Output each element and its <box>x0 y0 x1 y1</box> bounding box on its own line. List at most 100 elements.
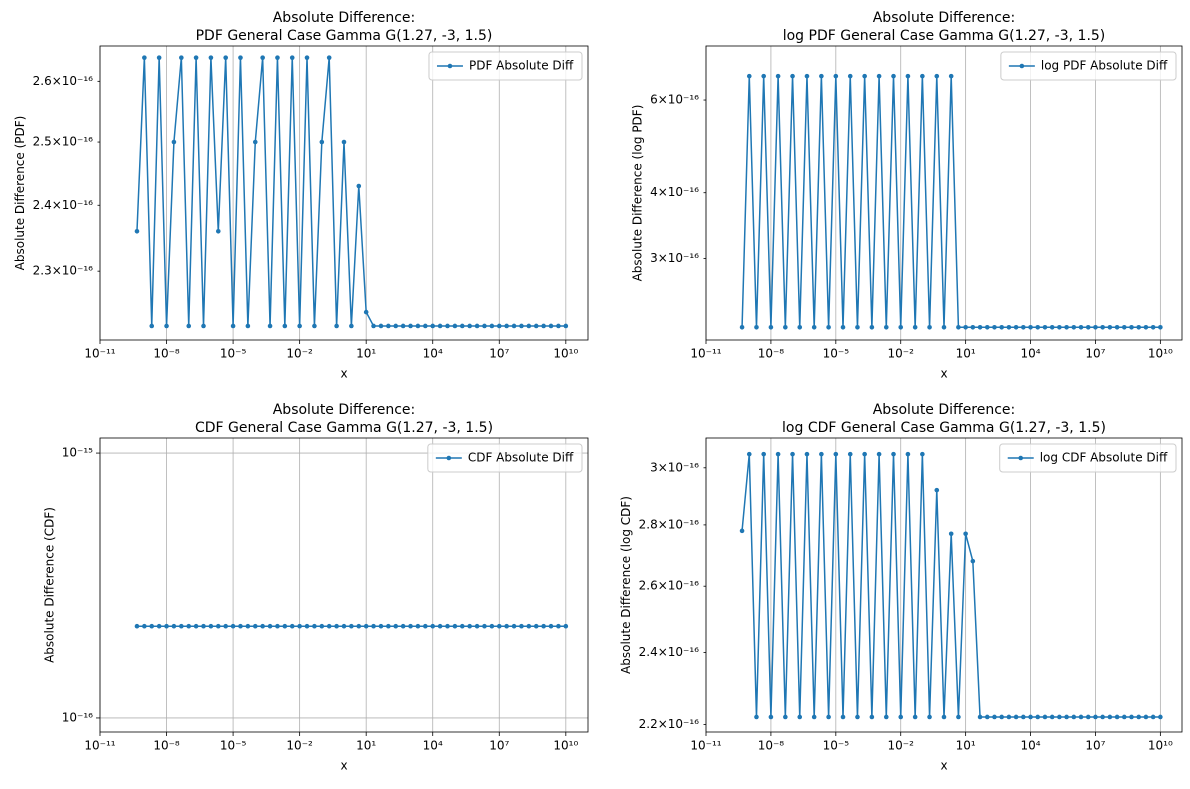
x-tick-label: 10¹⁰ <box>553 347 578 361</box>
series-line <box>741 76 1161 329</box>
point <box>445 623 450 629</box>
point <box>783 324 788 330</box>
point <box>511 623 517 629</box>
x-tick-label: 10¹ <box>356 347 376 361</box>
point <box>496 323 502 329</box>
plot-area <box>739 451 1163 720</box>
point <box>1085 324 1091 330</box>
point <box>415 323 421 329</box>
point <box>920 73 925 79</box>
x-tick-label: 10⁴ <box>1020 739 1040 753</box>
legend-frame <box>1000 51 1177 81</box>
x-tick-label: 10⁻² <box>888 739 915 753</box>
point <box>378 623 384 629</box>
y-tick-label: 3×10⁻¹⁶ <box>650 251 699 265</box>
point <box>393 323 399 329</box>
point <box>1136 324 1142 330</box>
point <box>746 451 752 457</box>
point <box>215 623 221 629</box>
point <box>819 73 824 79</box>
point <box>948 531 954 537</box>
point <box>275 623 280 629</box>
x-tick-label: 10⁻² <box>286 347 313 361</box>
x-tick-label: 10⁷ <box>1085 347 1105 361</box>
point <box>883 324 889 330</box>
point <box>905 451 911 457</box>
point <box>312 323 317 329</box>
point <box>289 55 295 60</box>
point <box>215 228 221 234</box>
point <box>260 55 265 60</box>
point <box>201 323 206 329</box>
point <box>1078 324 1084 330</box>
point <box>541 623 546 629</box>
point <box>356 623 362 629</box>
point <box>400 323 406 329</box>
point <box>171 139 177 145</box>
point <box>326 623 332 629</box>
legend: PDF Absolute Diff <box>428 51 583 81</box>
point <box>208 55 214 60</box>
point <box>898 324 904 330</box>
point <box>739 324 745 330</box>
point <box>408 623 413 629</box>
x-tick-label: 10⁻⁵ <box>823 739 850 753</box>
point <box>304 55 310 60</box>
point <box>992 714 997 720</box>
point <box>489 323 495 329</box>
point <box>1035 714 1041 720</box>
point <box>186 323 192 329</box>
point <box>356 183 362 189</box>
point <box>363 623 369 629</box>
point <box>811 324 817 330</box>
point <box>783 714 788 720</box>
point <box>1057 324 1062 330</box>
subplot: 10⁻¹¹ 10⁻⁸ 10⁻⁵ 10⁻² 10¹ 10⁴ 10⁷ 10¹⁰ 2.2×10⁻¹⁶ 2… <box>619 402 1183 773</box>
point <box>223 623 228 629</box>
plot-area <box>134 623 569 629</box>
y-tick-label: 2.4×10⁻¹⁶ <box>639 645 700 659</box>
point <box>905 73 911 79</box>
point <box>941 714 947 720</box>
point <box>1006 714 1012 720</box>
point <box>386 623 391 629</box>
legend-frame <box>427 443 583 473</box>
point <box>1028 324 1033 330</box>
point <box>304 623 310 629</box>
point <box>548 623 554 629</box>
series-line <box>741 454 1161 718</box>
point <box>1085 714 1091 720</box>
point <box>797 324 803 330</box>
point <box>862 451 867 457</box>
legend-marker <box>447 63 453 69</box>
point <box>334 323 339 329</box>
point <box>423 323 428 329</box>
point <box>474 323 480 329</box>
y-tick-label: 2.6×10⁻¹⁶ <box>33 74 94 88</box>
chart-title: Absolute Difference: <box>273 10 416 26</box>
point <box>1114 714 1120 720</box>
point <box>1107 324 1113 330</box>
point <box>869 714 875 720</box>
y-tick-label: 3×10⁻¹⁶ <box>650 460 699 474</box>
point <box>797 714 803 720</box>
point <box>956 324 961 330</box>
x-tick-label: 10⁻¹¹ <box>84 347 115 361</box>
point <box>142 623 147 629</box>
point <box>790 73 795 79</box>
chart-title: Absolute Difference: <box>273 402 416 418</box>
point <box>1150 714 1156 720</box>
x-tick-label: 10¹⁰ <box>553 739 578 753</box>
point <box>891 451 896 457</box>
point <box>1013 324 1019 330</box>
point <box>533 323 539 329</box>
point <box>948 73 954 79</box>
x-tick-label: 10⁴ <box>1020 347 1040 361</box>
x-axis-label: x <box>940 759 947 773</box>
point <box>739 528 745 534</box>
point <box>862 73 867 79</box>
point <box>134 623 140 629</box>
point <box>963 324 968 330</box>
point <box>1064 324 1069 330</box>
point <box>1121 324 1127 330</box>
